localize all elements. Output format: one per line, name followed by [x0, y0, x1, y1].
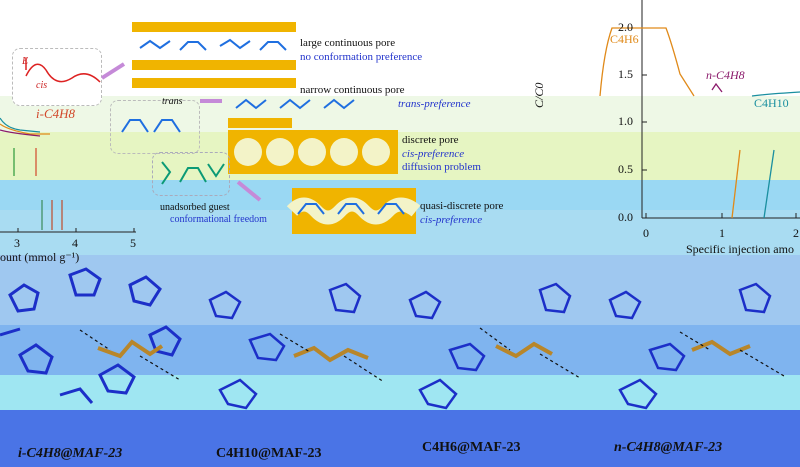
band-blue-1: [0, 255, 800, 325]
series-label-c4h10: C4H10: [754, 96, 789, 110]
structure-guest-2: [279, 333, 385, 383]
arrow-2: [200, 99, 222, 103]
right-ytick-0: 2.0: [618, 20, 633, 34]
left-series-label: i-C4H8: [36, 106, 75, 121]
band-blue-2: [0, 325, 800, 375]
right-ytick-4: 0.0: [618, 210, 633, 224]
free-line1: unadsorbed guest: [160, 202, 230, 213]
pore-large-bottom-wall: [132, 60, 296, 70]
structure-guest-1: [79, 329, 181, 381]
structure-label-3: C4H6@MAF-23: [422, 440, 521, 455]
series-label-c4h6: C4H6: [610, 32, 639, 46]
left-xlabel: ount (mmol g⁻¹): [0, 250, 80, 264]
pore-large-top-wall: [132, 22, 296, 32]
right-xlabel: Specific injection amo: [686, 242, 794, 256]
structure-label-4: n-C4H8@MAF-23: [614, 440, 723, 455]
pore3-line2: cis-preference: [402, 148, 465, 160]
trans-label: trans: [162, 96, 183, 107]
right-ytick-1: 1.5: [618, 67, 633, 81]
band-deep-blue: [0, 410, 800, 467]
trans-molecules: [121, 119, 181, 133]
structure-label-1: i-C4H8@MAF-23: [18, 446, 123, 461]
pore-narrow-molecules: [235, 98, 355, 110]
energy-label: E: [22, 56, 29, 67]
pore1-line1: large continuous pore: [300, 37, 396, 49]
structure-panels: [0, 267, 182, 404]
left-xtick-1: 4: [72, 236, 78, 250]
pore3-line1: discrete pore: [402, 134, 459, 146]
pore3-line3: diffusion problem: [402, 161, 481, 173]
right-ylabel: C/C0: [532, 82, 546, 108]
pore1-line2: no conformation preference: [300, 51, 423, 63]
pore2-line2: trans-preference: [398, 98, 471, 110]
pore4-line2: cis-preference: [420, 214, 483, 226]
series-label-n-c4h8: n-C4H8: [706, 68, 745, 82]
left-plot: [0, 117, 136, 233]
right-plot: [599, 0, 800, 219]
structure-guest-3: [479, 327, 581, 379]
left-xtick-0: 3: [14, 236, 20, 250]
right-xtick-0: 0: [643, 226, 649, 240]
pore4-line1: quasi-discrete pore: [420, 200, 504, 212]
free-guest-molecules: [161, 161, 225, 185]
structure-guest-4: [679, 331, 785, 377]
right-ytick-2: 1.0: [618, 114, 633, 128]
arrow-3: [236, 180, 262, 202]
cis-label: cis: [36, 80, 48, 91]
pore-narrow-top-wall: [132, 78, 296, 88]
structure-frame-repeat: [208, 282, 772, 410]
pore2-line1: narrow continuous pore: [300, 84, 405, 96]
energy-curve: [25, 58, 101, 83]
pore-narrow-bottom-wall: [228, 118, 292, 128]
free-line2: conformational freedom: [170, 214, 267, 225]
left-xtick-2: 5: [130, 236, 136, 250]
right-ytick-3: 0.5: [618, 162, 633, 176]
free-guest-box: [152, 152, 230, 196]
band-green-2: [0, 132, 800, 180]
right-xtick-1: 1: [719, 226, 725, 240]
pore-large-molecules: [139, 38, 287, 51]
structure-label-2: C4H10@MAF-23: [216, 446, 322, 461]
pore-quasi-molecules: [286, 197, 421, 225]
right-xtick-2: 2: [793, 226, 799, 240]
arrow-1: [100, 62, 126, 80]
pore-discrete-cavities: [234, 138, 390, 166]
band-green-1: [0, 96, 800, 132]
